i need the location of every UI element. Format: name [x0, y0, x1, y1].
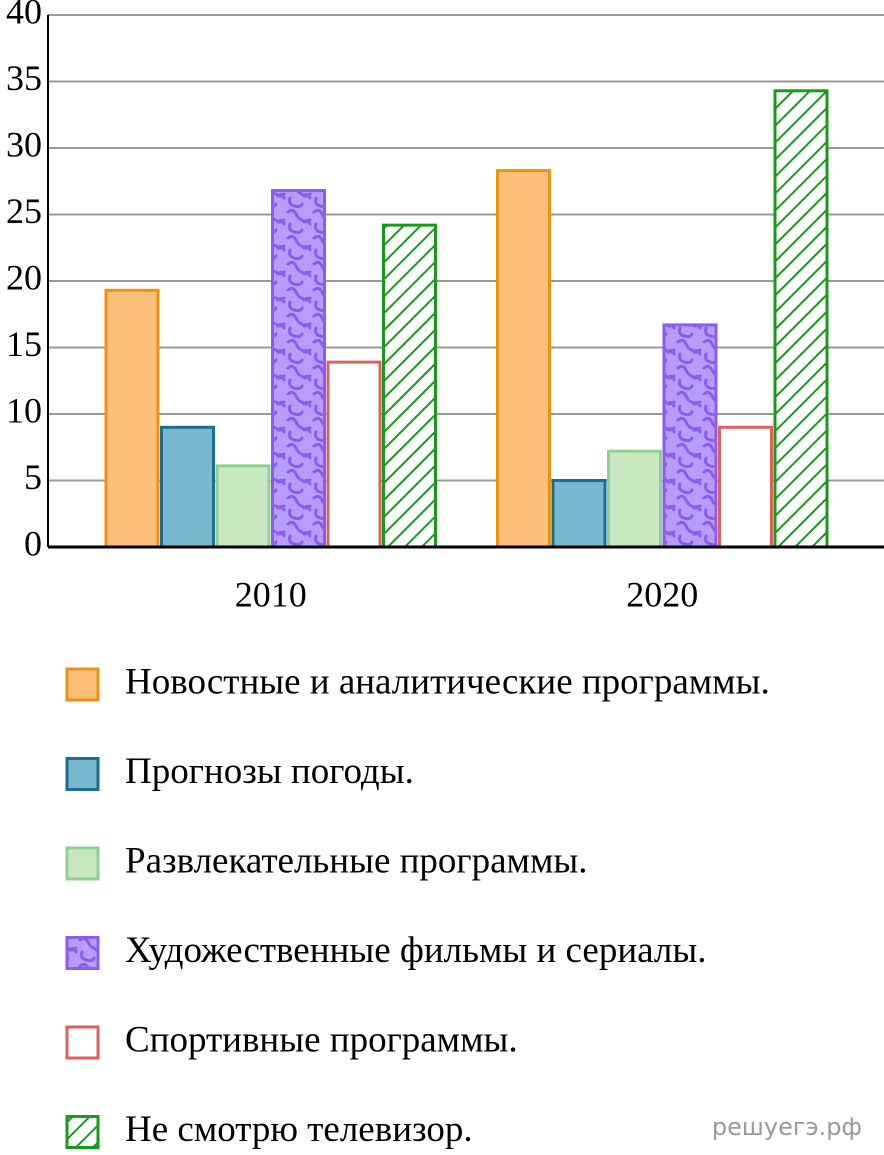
legend-label: Новостные и аналитические программы.: [125, 661, 770, 702]
bar: [718, 425, 773, 549]
y-tick-label: 35: [6, 58, 42, 98]
bar: [662, 323, 718, 549]
y-tick-label: 30: [6, 124, 42, 164]
legend-swatch: [65, 936, 100, 970]
legend-swatch: [65, 1025, 100, 1060]
legend-swatch: [65, 757, 100, 791]
legend-label: Развлекательные программы.: [125, 840, 587, 881]
x-tick-label: 2020: [626, 574, 698, 614]
y-tick-label: 0: [24, 523, 42, 563]
bar: [104, 288, 160, 549]
bar: [160, 425, 215, 549]
watermark: решуегэ.рф: [712, 1113, 862, 1141]
y-tick-label: 10: [6, 390, 42, 430]
y-tick-label: 25: [6, 191, 42, 231]
legend-label: Не смотрю телевизор.: [125, 1109, 473, 1150]
y-tick-label: 40: [6, 0, 42, 31]
bar: [773, 89, 829, 549]
y-tick-label: 15: [6, 324, 42, 364]
legend-swatch: [65, 667, 100, 702]
bar: [215, 464, 271, 549]
bar: [607, 449, 662, 549]
x-tick-label: 2010: [235, 574, 307, 614]
legend-swatch: [65, 1115, 100, 1149]
bar: [326, 360, 382, 549]
legend-label: Спортивные программы.: [125, 1019, 518, 1060]
legend-swatch: [65, 846, 100, 881]
bar: [551, 479, 607, 549]
bar: [382, 223, 437, 549]
bar: [496, 169, 551, 549]
y-tick-label: 20: [6, 257, 42, 297]
legend-label: Прогнозы погоды.: [125, 751, 414, 792]
y-tick-label: 5: [24, 457, 42, 497]
legend-label: Художественные фильмы и сериалы.: [125, 930, 706, 971]
bar: [271, 189, 326, 549]
